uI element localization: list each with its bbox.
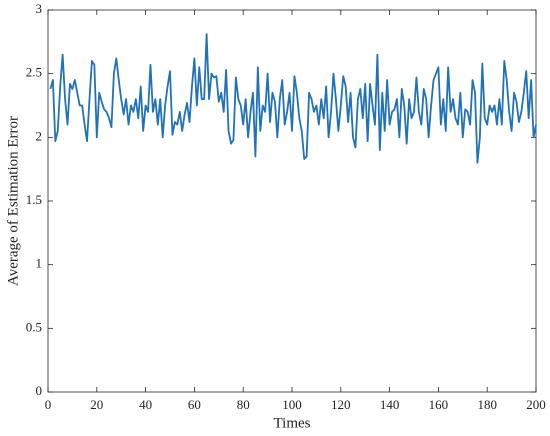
x-tick-label: 100 <box>282 397 302 412</box>
x-tick-label: 0 <box>45 397 52 412</box>
x-tick-label: 120 <box>331 397 351 412</box>
x-tick-label: 40 <box>139 397 152 412</box>
x-tick-label: 80 <box>237 397 250 412</box>
x-axis-label: Times <box>274 415 311 431</box>
x-tick-label: 180 <box>477 397 497 412</box>
y-tick-label: 2 <box>36 128 43 143</box>
x-tick-label: 60 <box>188 397 201 412</box>
x-tick-label: 140 <box>380 397 400 412</box>
x-tick-label: 20 <box>90 397 103 412</box>
y-tick-label: 1 <box>36 256 43 271</box>
plot-frame <box>47 9 537 393</box>
x-tick-label: 160 <box>429 397 449 412</box>
data-line <box>49 33 537 164</box>
y-tick-label: 3 <box>36 1 43 16</box>
y-tick-label: 0 <box>36 383 43 398</box>
y-tick-label: 0.5 <box>26 319 42 334</box>
y-tick-label: 2.5 <box>26 65 42 80</box>
y-axis-label: Average of Estimation Error <box>5 116 21 286</box>
x-tick-label: 200 <box>526 397 546 412</box>
y-tick-label: 1.5 <box>26 192 42 207</box>
